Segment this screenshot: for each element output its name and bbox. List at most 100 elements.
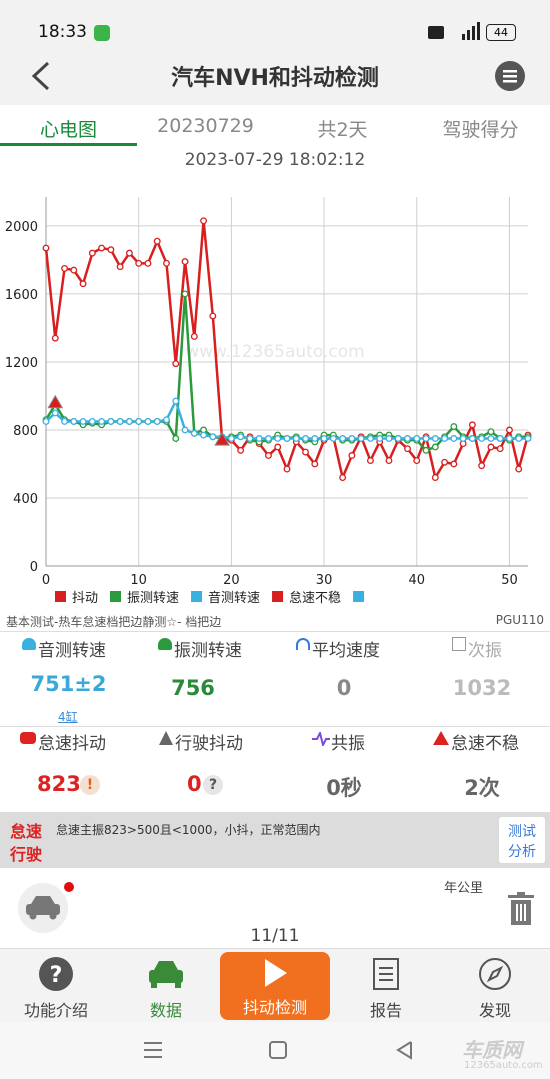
point bbox=[209, 433, 217, 441]
legend-label: 抖动 bbox=[72, 591, 98, 606]
logo: 车质网 bbox=[462, 1038, 522, 1062]
legend-swatch bbox=[353, 591, 365, 602]
point bbox=[413, 435, 421, 442]
point bbox=[107, 246, 115, 254]
point bbox=[125, 418, 133, 425]
point bbox=[422, 435, 430, 442]
point bbox=[348, 435, 356, 442]
point bbox=[144, 418, 152, 425]
point bbox=[88, 249, 96, 257]
nav-icon bbox=[373, 958, 399, 990]
nav-primary[interactable] bbox=[220, 952, 330, 1020]
nav-icon: ? bbox=[39, 957, 73, 991]
y-tick-label: 1200 bbox=[5, 356, 38, 371]
point bbox=[339, 435, 347, 442]
point bbox=[61, 418, 68, 425]
point bbox=[265, 435, 272, 442]
legend-label: 振测转速 bbox=[127, 591, 179, 606]
tab[interactable]: 共2天 bbox=[317, 119, 368, 141]
timestamp: 2023-07-29 18:02:12 bbox=[184, 150, 366, 170]
icon bbox=[296, 638, 310, 650]
point bbox=[487, 435, 495, 442]
unit: 年公里 bbox=[444, 881, 484, 896]
point bbox=[441, 458, 449, 466]
model: PGU110 bbox=[495, 613, 544, 627]
point bbox=[163, 259, 170, 267]
point bbox=[478, 435, 486, 442]
point bbox=[98, 244, 106, 252]
menu-button[interactable] bbox=[494, 60, 526, 92]
analyze-button[interactable] bbox=[499, 817, 545, 863]
stat-label: 行驶抖动 bbox=[175, 734, 243, 754]
back-button[interactable] bbox=[28, 60, 54, 92]
hd-icon bbox=[428, 26, 444, 39]
point bbox=[246, 435, 254, 442]
point bbox=[450, 435, 458, 442]
x-tick-label: 50 bbox=[501, 573, 518, 588]
point bbox=[79, 418, 87, 425]
point bbox=[450, 423, 458, 431]
button-text: 测试 bbox=[508, 824, 536, 840]
point bbox=[70, 418, 78, 425]
point bbox=[88, 418, 96, 425]
point bbox=[47, 394, 64, 409]
stat-value: 756 bbox=[171, 676, 215, 700]
delete-button[interactable] bbox=[507, 892, 535, 926]
stat-value: 0秒 bbox=[326, 776, 362, 800]
x-tick-label: 10 bbox=[130, 573, 147, 588]
tab[interactable]: 驾驶得分 bbox=[442, 119, 519, 141]
tab[interactable]: 20230729 bbox=[157, 115, 254, 137]
point bbox=[51, 409, 59, 417]
top-bar bbox=[0, 0, 550, 105]
icon bbox=[158, 638, 172, 650]
legend-label: 怠速不稳 bbox=[289, 590, 341, 606]
test-mode: 基本测试-热车怠速档把边静测☆- 档把边 bbox=[6, 615, 222, 629]
nav-label[interactable]: 报告 bbox=[369, 1001, 402, 1020]
point bbox=[190, 429, 198, 437]
svg-text:?: ? bbox=[50, 963, 63, 988]
stat-label: 平均速度 bbox=[312, 641, 380, 661]
icon bbox=[433, 731, 449, 745]
point bbox=[116, 418, 124, 425]
nav-label[interactable]: 功能介绍 bbox=[23, 1001, 88, 1020]
point bbox=[116, 263, 124, 271]
point bbox=[237, 446, 245, 454]
watermark: www.12365auto.com bbox=[185, 342, 364, 362]
stat-value: 0 bbox=[187, 772, 202, 796]
badge[interactable]: ? bbox=[203, 775, 223, 795]
info-bar bbox=[0, 812, 550, 868]
tab[interactable]: 心电图 bbox=[39, 119, 97, 141]
point bbox=[496, 445, 504, 453]
point bbox=[302, 435, 309, 442]
point bbox=[227, 435, 235, 442]
icon bbox=[452, 637, 466, 651]
point bbox=[274, 443, 282, 451]
stat-label: 共振 bbox=[331, 734, 365, 754]
point bbox=[366, 435, 374, 442]
nav-label[interactable]: 发现 bbox=[478, 1001, 511, 1020]
icon bbox=[312, 732, 330, 746]
stat-value: 2次 bbox=[464, 776, 500, 800]
cylinder-link[interactable]: 4缸 bbox=[58, 710, 78, 724]
legend-swatch bbox=[110, 591, 122, 602]
point bbox=[265, 452, 272, 459]
point bbox=[506, 426, 513, 434]
point bbox=[431, 443, 439, 451]
point bbox=[515, 465, 523, 473]
point bbox=[172, 360, 180, 368]
icon bbox=[22, 638, 36, 650]
tab-indicator bbox=[0, 143, 137, 146]
point bbox=[348, 452, 356, 459]
system-nav bbox=[0, 1022, 550, 1079]
icon bbox=[20, 732, 36, 744]
point bbox=[487, 443, 495, 451]
badge[interactable]: ! bbox=[80, 775, 100, 795]
car-button[interactable] bbox=[17, 882, 77, 937]
stat-value: 751±2 bbox=[30, 672, 107, 696]
point bbox=[153, 418, 161, 425]
point bbox=[283, 435, 291, 442]
nav-label[interactable]: 数据 bbox=[149, 1001, 182, 1020]
chart: www.12365auto.com 0 400 800 1200 1600 2000 0 10… bbox=[5, 197, 532, 606]
point bbox=[385, 457, 393, 465]
page-title: 汽车NVH和抖动检测 bbox=[171, 66, 379, 91]
